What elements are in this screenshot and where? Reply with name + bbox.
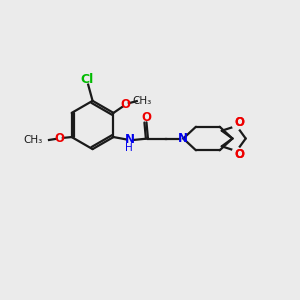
Text: O: O: [234, 148, 244, 161]
Text: O: O: [121, 98, 131, 111]
Text: O: O: [234, 148, 244, 161]
Text: N: N: [178, 132, 188, 145]
Text: CH₃: CH₃: [23, 135, 43, 145]
Text: O: O: [142, 110, 152, 124]
Text: H: H: [125, 143, 133, 153]
Text: O: O: [234, 116, 244, 129]
Circle shape: [233, 122, 240, 130]
Text: O: O: [54, 132, 64, 145]
Text: O: O: [234, 116, 244, 129]
Text: CH₃: CH₃: [132, 96, 152, 106]
Circle shape: [233, 147, 240, 155]
Text: Cl: Cl: [80, 73, 93, 86]
Text: N: N: [125, 134, 135, 146]
